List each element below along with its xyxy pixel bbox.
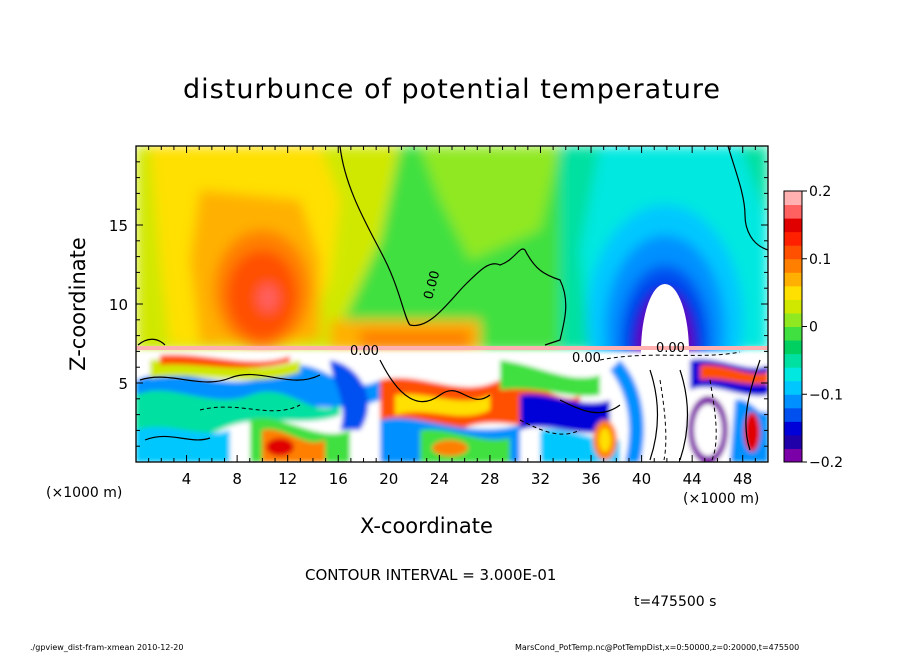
colorbar-swatch [784,394,802,409]
x-tick-label: 36 [581,470,600,488]
colorbar-swatch [784,231,802,246]
y-tick-label: 10 [109,296,128,314]
x-tick-label: 20 [379,470,398,488]
colorbar-swatch [784,312,802,327]
x-tick-label: 32 [531,470,550,488]
x-tick-label: 4 [182,470,192,488]
colorbar-swatch [784,285,802,300]
colorbar-swatch [784,421,802,436]
y-tick-label: 15 [109,217,128,235]
x-tick-label: 16 [329,470,348,488]
heatmap-field: 0.00 0.00 0.00 0.00 [136,146,768,462]
colorbar: 0.2 0.1 0 −0.1 −0.2 [783,184,843,471]
colorbar-swatch [784,272,802,287]
colorbar-swatch [784,245,802,260]
y-axis: 5 10 15 [109,161,768,447]
colorbar-swatch [784,204,802,219]
colorbar-tick-label: 0.1 [809,252,831,268]
colorbar-tick-label: −0.2 [809,455,843,471]
colorbar-swatch [784,258,802,273]
colorbar-swatch [784,191,802,206]
x-axis: 4 8 12 16 20 24 28 32 36 40 44 48 [148,146,756,488]
x-unit-right: (×1000 m) [683,491,760,507]
colorbar-swatch [784,448,802,463]
colorbar-tick-label: −0.1 [809,387,843,403]
contour-interval-text: CONTOUR INTERVAL = 3.000E-01 [305,566,557,584]
colorbar-tick-label: 0.2 [809,184,831,200]
contour-label: 0.00 [421,269,443,301]
colorbar-tick-label: 0 [809,320,818,336]
x-unit-left: (×1000 m) [46,485,123,501]
x-tick-label: 28 [480,470,499,488]
x-tick-label: 8 [232,470,242,488]
colorbar-swatch [784,353,802,368]
contour-label: 0.00 [656,341,685,356]
contour-label: 0.00 [572,351,601,366]
colorbar-swatch [784,340,802,355]
colorbar-swatch [784,299,802,314]
footer-left: ./gpview_dist-fram-xmean 2010-12-20 [30,643,184,652]
colorbar-swatch [784,367,802,382]
footer-right: MarsCond_PotTemp.nc@PotTempDist,x=0:5000… [515,643,800,652]
colorbar-swatch [784,326,802,341]
chart-title: disturbunce of potential temperature [183,74,721,105]
x-tick-label: 44 [683,470,702,488]
colorbar-swatch [784,218,802,233]
colorbar-swatch [784,407,802,422]
colorbar-swatch [784,434,802,449]
y-tick-label: 5 [118,375,128,393]
colorbar-swatch [784,380,802,395]
x-tick-label: 40 [632,470,651,488]
time-stamp: t=475500 s [634,594,717,610]
contour-label: 0.00 [350,344,379,359]
x-tick-label: 12 [278,470,297,488]
x-axis-label: X-coordinate [360,514,493,538]
x-tick-label: 48 [733,470,752,488]
x-tick-label: 24 [430,470,449,488]
